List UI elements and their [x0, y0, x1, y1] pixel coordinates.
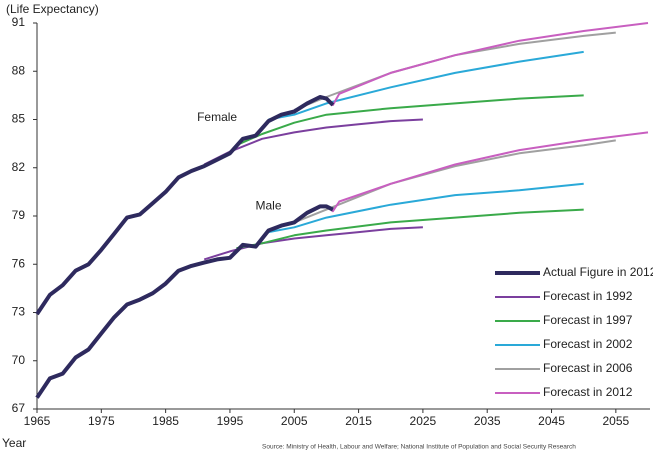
series-line: [35, 95, 335, 316]
legend-label: Actual Figure in 2012: [543, 265, 653, 279]
x-tick-label: 2035: [474, 414, 501, 428]
legend-label: Forecast in 1992: [543, 289, 633, 303]
x-axis-label: Year: [2, 436, 26, 450]
series-line: [268, 50, 584, 121]
x-tick-label: 1995: [217, 414, 244, 428]
x-tick-label: 1985: [152, 414, 179, 428]
series-line: [236, 94, 584, 147]
y-tick-label: 82: [12, 160, 26, 174]
y-axis-label: (Life Expectancy): [6, 2, 99, 16]
y-tick-label: 79: [12, 208, 26, 222]
y-tick-label: 76: [12, 256, 26, 270]
series-line: [293, 31, 616, 111]
series-line: [293, 139, 616, 224]
legend-label: Forecast in 1997: [543, 313, 633, 327]
y-tick-label: 91: [12, 15, 26, 29]
legend-label: Forecast in 2006: [543, 361, 633, 375]
x-tick-label: 2015: [345, 414, 372, 428]
series-line: [203, 118, 423, 166]
x-tick-label: 2005: [281, 414, 308, 428]
y-tick-label: 73: [12, 305, 26, 319]
y-tick-label: 67: [12, 401, 26, 415]
series-line: [268, 182, 584, 234]
x-tick-label: 1965: [24, 414, 51, 428]
y-tick-label: 70: [12, 353, 26, 367]
annotation: Male: [256, 199, 282, 213]
series-line: [236, 208, 584, 250]
x-tick-label: 2055: [602, 414, 629, 428]
source-note: Source: Ministry of Health, Labour and W…: [262, 444, 576, 451]
y-tick-label: 85: [12, 112, 26, 126]
x-tick-label: 2025: [410, 414, 437, 428]
series-line: [35, 204, 334, 399]
legend-label: Forecast in 2002: [543, 337, 633, 351]
x-tick-label: 1975: [88, 414, 115, 428]
y-tick-label: 88: [12, 63, 26, 77]
legend-label: Forecast in 2012: [543, 385, 633, 399]
x-tick-label: 2045: [538, 414, 565, 428]
series-line: [325, 131, 649, 213]
annotation: Female: [197, 110, 237, 124]
series-line: [325, 22, 649, 106]
